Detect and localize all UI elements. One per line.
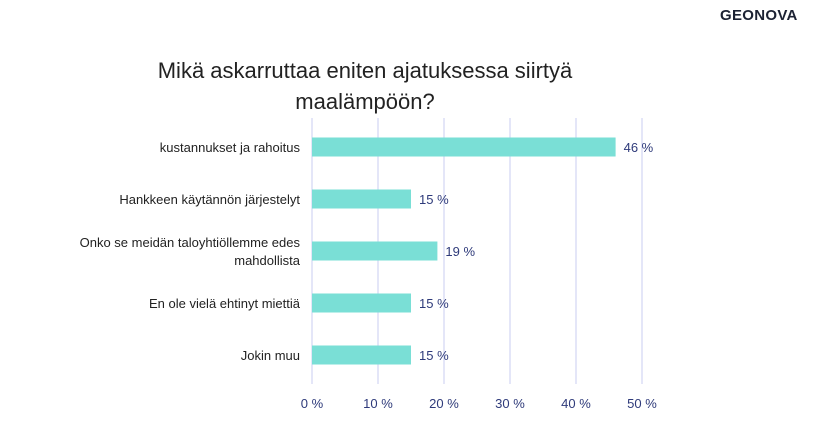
- bar: [312, 345, 411, 365]
- data-label: 15 %: [419, 348, 449, 363]
- category-label: kustannukset ja rahoitus: [160, 140, 301, 155]
- data-label: 19 %: [445, 244, 475, 259]
- chart-title: Mikä askarruttaa eniten ajatuksessa siir…: [157, 58, 573, 114]
- x-tick-label: 10 %: [363, 396, 393, 411]
- x-tick-label: 30 %: [495, 396, 525, 411]
- bar: [312, 241, 438, 261]
- x-tick-label: 0 %: [301, 396, 324, 411]
- category-label: mahdollista: [234, 253, 301, 268]
- geonova-logo: GEONOVA: [720, 7, 798, 24]
- category-label: Jokin muu: [241, 348, 300, 363]
- category-label: Hankkeen käytännön järjestelyt: [119, 192, 300, 207]
- data-label: 15 %: [419, 296, 449, 311]
- x-tick-label: 20 %: [429, 396, 459, 411]
- bar: [312, 293, 411, 313]
- data-label: 46 %: [624, 140, 654, 155]
- x-tick-label: 50 %: [627, 396, 657, 411]
- category-label: Onko se meidän taloyhtiöllemme edes: [80, 235, 301, 250]
- bar: [312, 137, 616, 157]
- data-label: 15 %: [419, 192, 449, 207]
- bar: [312, 189, 411, 209]
- x-tick-label: 40 %: [561, 396, 591, 411]
- category-label: En ole vielä ehtinyt miettiä: [149, 296, 301, 311]
